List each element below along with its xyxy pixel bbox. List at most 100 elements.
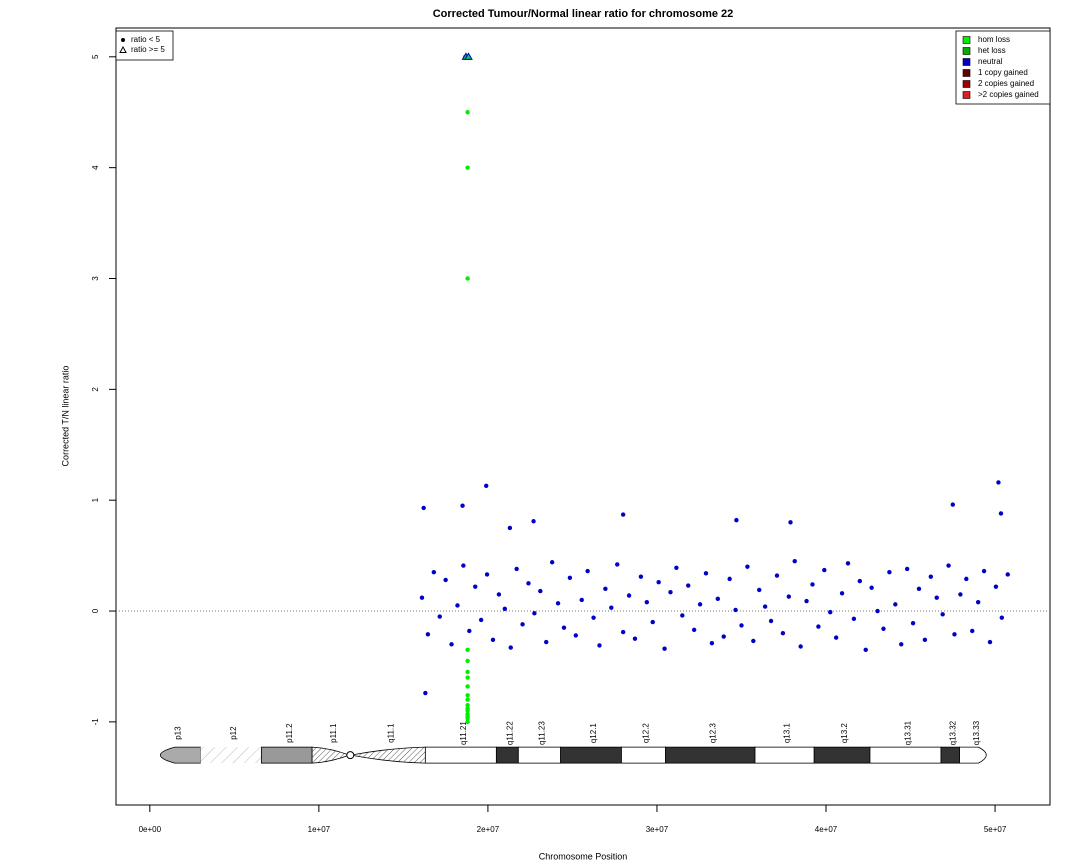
data-point — [465, 716, 470, 721]
band-label: q11.22 — [505, 721, 514, 745]
data-point — [531, 519, 536, 524]
data-point — [465, 658, 470, 664]
data-point — [573, 633, 579, 638]
band-label: q13.33 — [972, 720, 981, 745]
band-label: q13.1 — [783, 723, 792, 744]
data-point — [869, 585, 874, 590]
data-point — [916, 586, 922, 592]
data-point — [822, 567, 827, 573]
data-point — [833, 635, 839, 640]
band-label: q12.3 — [708, 723, 717, 744]
chromosome-band — [311, 746, 351, 764]
data-point — [620, 629, 626, 635]
data-point — [431, 570, 437, 575]
chromosome-band — [560, 746, 622, 764]
data-point — [950, 502, 955, 507]
chromosome-band — [940, 746, 960, 764]
data-point — [507, 525, 513, 531]
data-point — [465, 719, 470, 725]
data-point — [461, 563, 466, 568]
y-tick-label: 3 — [91, 276, 100, 281]
data-point — [465, 669, 470, 675]
x-tick-label: 4e+07 — [815, 825, 838, 834]
legend-symbol — [121, 38, 125, 42]
data-point — [970, 628, 975, 634]
band-label: q12.1 — [589, 723, 598, 744]
data-point — [496, 592, 502, 597]
band-label: q13.32 — [948, 720, 957, 745]
chromosome-band — [869, 746, 942, 764]
data-point — [904, 566, 910, 572]
data-point — [650, 619, 655, 625]
legend-box — [955, 30, 1051, 105]
data-point — [603, 586, 608, 592]
data-point — [455, 603, 460, 608]
data-point — [609, 605, 614, 610]
y-tick-label: 0 — [91, 608, 100, 613]
chromosome-band — [159, 746, 201, 764]
data-point — [449, 642, 454, 647]
data-point — [928, 574, 934, 579]
data-point — [810, 582, 815, 587]
data-point — [597, 643, 602, 648]
data-point — [465, 165, 470, 170]
data-point — [863, 647, 868, 653]
data-point — [644, 599, 650, 605]
data-point — [465, 697, 470, 702]
data-point — [686, 583, 691, 588]
data-point — [437, 614, 442, 619]
chromosome-band — [754, 746, 815, 764]
band-label: p12 — [229, 726, 238, 740]
data-point — [591, 615, 596, 620]
plot-frame — [115, 27, 1051, 806]
data-point — [734, 517, 739, 523]
x-tick-label: 2e+07 — [477, 825, 500, 834]
data-point — [910, 621, 916, 626]
data-point — [508, 645, 513, 650]
band-label: q11.1 — [386, 723, 395, 743]
data-point — [615, 562, 620, 567]
x-axis-label: Chromosome Position — [539, 851, 628, 861]
data-point — [780, 630, 786, 636]
data-point — [502, 606, 508, 612]
data-point — [443, 577, 448, 583]
data-point — [751, 638, 756, 644]
chromosome-band — [495, 746, 519, 764]
chromosome-band — [665, 746, 756, 764]
data-point — [465, 675, 470, 680]
data-point — [538, 588, 543, 594]
x-tick-label: 5e+07 — [984, 825, 1007, 834]
data-point — [421, 505, 426, 511]
data-point — [845, 561, 851, 566]
legend-swatch — [962, 69, 971, 77]
chromosome-band — [260, 746, 313, 764]
data-point — [788, 520, 793, 525]
chromosome-band — [424, 746, 497, 764]
legend-swatch — [962, 58, 971, 66]
data-point — [798, 644, 803, 649]
data-point — [996, 480, 1001, 485]
chromosome-band — [350, 746, 426, 764]
band-label: p11.1 — [329, 723, 338, 743]
legend-swatch — [962, 80, 971, 88]
data-point — [999, 615, 1005, 620]
data-point — [465, 693, 470, 698]
data-point — [739, 623, 744, 628]
legend-label: ratio < 5 — [131, 35, 161, 44]
data-point — [473, 584, 478, 589]
shape-legend-box — [115, 30, 174, 61]
legend-swatch — [962, 47, 971, 55]
data-point — [993, 584, 999, 589]
data-point — [697, 602, 703, 607]
data-point — [465, 703, 470, 708]
data-point — [549, 560, 555, 565]
data-point — [526, 581, 531, 586]
data-point — [721, 634, 726, 639]
data-point — [626, 593, 632, 598]
y-tick-label: 5 — [91, 54, 100, 59]
data-point — [674, 565, 679, 570]
data-point — [952, 632, 957, 637]
data-point — [520, 622, 525, 627]
data-point — [804, 598, 809, 604]
